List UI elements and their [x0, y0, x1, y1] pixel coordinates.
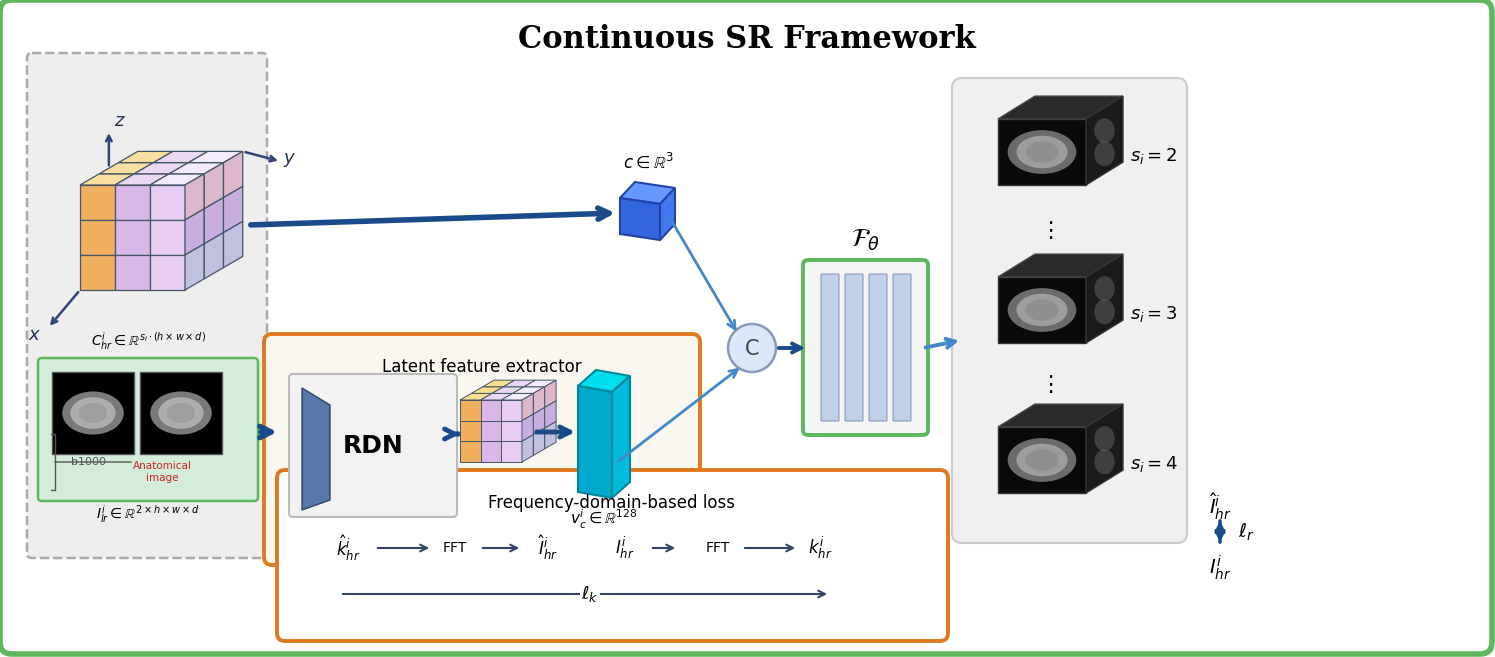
Polygon shape [534, 387, 544, 414]
Polygon shape [115, 174, 169, 185]
Text: $\hat{I}^i_{hr}$: $\hat{I}^i_{hr}$ [1208, 492, 1232, 522]
Polygon shape [81, 255, 115, 290]
Polygon shape [999, 404, 1123, 427]
Polygon shape [620, 198, 659, 240]
Polygon shape [81, 220, 115, 255]
Text: C: C [745, 339, 759, 359]
Text: $\hat{I}^i_{hr}$: $\hat{I}^i_{hr}$ [538, 533, 558, 562]
Polygon shape [534, 407, 544, 435]
Text: $\ell_r$: $\ell_r$ [1238, 521, 1254, 543]
Polygon shape [544, 380, 556, 407]
Polygon shape [483, 380, 514, 387]
Polygon shape [81, 185, 115, 220]
Ellipse shape [1094, 449, 1115, 474]
FancyBboxPatch shape [845, 274, 863, 421]
Text: $C^i_{hr} \in \mathbb{R}^{s_i \cdot (h\times w\times d)}$: $C^i_{hr} \in \mathbb{R}^{s_i \cdot (h\t… [91, 330, 205, 352]
Polygon shape [481, 420, 501, 442]
Ellipse shape [1094, 426, 1115, 451]
Polygon shape [223, 151, 242, 198]
FancyBboxPatch shape [141, 372, 221, 454]
Ellipse shape [1094, 118, 1115, 143]
Text: ⋮: ⋮ [1039, 375, 1061, 395]
Text: Continuous SR Framework: Continuous SR Framework [519, 24, 976, 55]
Polygon shape [501, 394, 534, 400]
Polygon shape [223, 221, 242, 267]
Ellipse shape [166, 403, 196, 423]
Ellipse shape [151, 392, 212, 434]
Text: ⋮: ⋮ [1039, 221, 1061, 241]
Ellipse shape [70, 397, 115, 429]
FancyBboxPatch shape [37, 358, 259, 501]
Polygon shape [492, 387, 525, 394]
Polygon shape [999, 254, 1123, 277]
Text: FFT: FFT [443, 541, 466, 555]
Polygon shape [118, 151, 173, 162]
Text: $I^i_{hr}$: $I^i_{hr}$ [614, 535, 635, 561]
Text: $z$: $z$ [114, 112, 126, 130]
Polygon shape [185, 209, 205, 255]
Ellipse shape [1008, 130, 1076, 174]
Ellipse shape [1094, 141, 1115, 166]
Polygon shape [501, 400, 522, 420]
Polygon shape [504, 380, 535, 387]
Polygon shape [115, 185, 150, 220]
Text: Frequency-domain-based loss: Frequency-domain-based loss [489, 494, 736, 512]
Ellipse shape [1017, 294, 1067, 327]
Polygon shape [620, 182, 676, 204]
Ellipse shape [1094, 276, 1115, 301]
Polygon shape [154, 151, 208, 162]
Polygon shape [115, 255, 150, 290]
Text: $c \in \mathbb{R}^3$: $c \in \mathbb{R}^3$ [622, 152, 673, 172]
Polygon shape [460, 442, 481, 462]
Text: $\hat{k}^i_{hr}$: $\hat{k}^i_{hr}$ [336, 533, 360, 563]
FancyBboxPatch shape [893, 274, 910, 421]
Polygon shape [1085, 404, 1123, 493]
FancyBboxPatch shape [999, 427, 1085, 493]
Polygon shape [205, 198, 223, 244]
Polygon shape [481, 394, 513, 400]
Ellipse shape [1008, 288, 1076, 332]
Polygon shape [185, 174, 205, 220]
FancyBboxPatch shape [999, 119, 1085, 185]
FancyBboxPatch shape [869, 274, 887, 421]
Text: $y$: $y$ [283, 152, 296, 170]
Polygon shape [1085, 96, 1123, 185]
FancyBboxPatch shape [52, 372, 135, 454]
Polygon shape [659, 188, 676, 240]
Polygon shape [135, 162, 188, 174]
Text: $s_i = 3$: $s_i = 3$ [1130, 304, 1178, 324]
Text: RDN: RDN [342, 434, 404, 458]
Ellipse shape [1094, 299, 1115, 325]
Polygon shape [525, 380, 556, 387]
Polygon shape [223, 187, 242, 233]
Text: b1000: b1000 [70, 457, 106, 467]
Polygon shape [460, 400, 481, 420]
Polygon shape [99, 162, 154, 174]
Polygon shape [169, 162, 223, 174]
FancyBboxPatch shape [265, 334, 700, 565]
Polygon shape [481, 442, 501, 462]
Polygon shape [501, 420, 522, 442]
Text: $I^i_{lr} \in \mathbb{R}^{2\times h\times w\times d}$: $I^i_{lr} \in \mathbb{R}^{2\times h\time… [96, 503, 200, 525]
Polygon shape [579, 370, 629, 392]
Text: Anatomical
image: Anatomical image [133, 461, 191, 483]
Polygon shape [115, 220, 150, 255]
Polygon shape [999, 96, 1123, 119]
Ellipse shape [1008, 438, 1076, 482]
Polygon shape [544, 422, 556, 449]
Ellipse shape [1026, 449, 1058, 470]
Polygon shape [81, 174, 135, 185]
Polygon shape [205, 233, 223, 279]
Polygon shape [501, 442, 522, 462]
Text: $\ell_k$: $\ell_k$ [582, 584, 598, 604]
Polygon shape [150, 185, 185, 220]
Ellipse shape [1026, 141, 1058, 163]
Ellipse shape [1017, 136, 1067, 168]
Polygon shape [205, 162, 223, 209]
Text: $I^i_{hr}$: $I^i_{hr}$ [1208, 554, 1232, 582]
Circle shape [728, 324, 776, 372]
Polygon shape [481, 400, 501, 420]
Polygon shape [460, 420, 481, 442]
Polygon shape [611, 376, 629, 498]
